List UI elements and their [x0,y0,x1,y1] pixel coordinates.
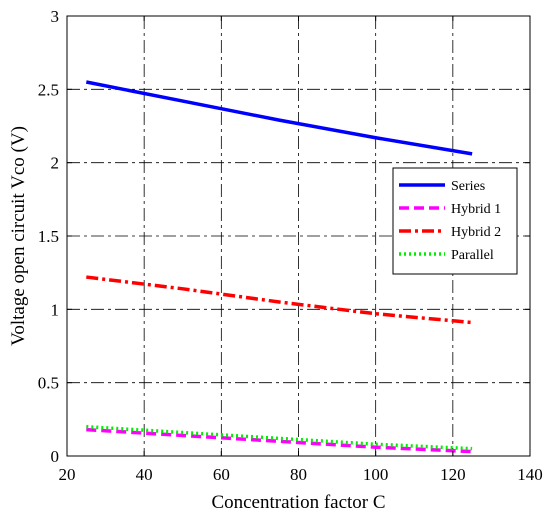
legend: Series Hybrid 1 Hybrid 2 Parallel [392,167,518,275]
y-tick-label: 0 [51,447,60,466]
y-tick-labels: 0 0.5 1 1.5 2 2.5 3 [38,7,59,466]
x-tick-label: 80 [290,465,307,484]
y-tick-label: 2 [51,154,60,173]
x-tick-label: 120 [440,465,466,484]
y-axis-title: Voltage open circuit Vco (V) [8,126,29,346]
x-tick-label: 40 [136,465,153,484]
legend-label-series: Series [451,179,485,194]
series-line-hybrid-1 [86,427,473,454]
x-tick-labels: 20 40 60 80 100 120 140 [59,465,543,484]
series-line-hybrid-2 [86,275,473,325]
legend-label-parallel: Parallel [451,248,494,263]
series-line-series [85,80,473,156]
y-tick-label: 2.5 [38,80,59,99]
y-tick-label: 3 [51,7,60,26]
y-tick-label: 0.5 [38,374,59,393]
tick-marks [66,15,531,457]
legend-label-hybrid-2: Hybrid 2 [451,225,501,240]
x-axis-title: Concentration factor C [211,492,385,513]
series-layer [85,80,473,454]
x-tick-label: 140 [517,465,543,484]
x-tick-label: 100 [363,465,389,484]
x-tick-label: 60 [213,465,230,484]
y-tick-label: 1.5 [38,227,59,246]
legend-label-hybrid-1: Hybrid 1 [451,202,501,217]
y-tick-label: 1 [51,300,60,319]
x-tick-label: 20 [59,465,76,484]
